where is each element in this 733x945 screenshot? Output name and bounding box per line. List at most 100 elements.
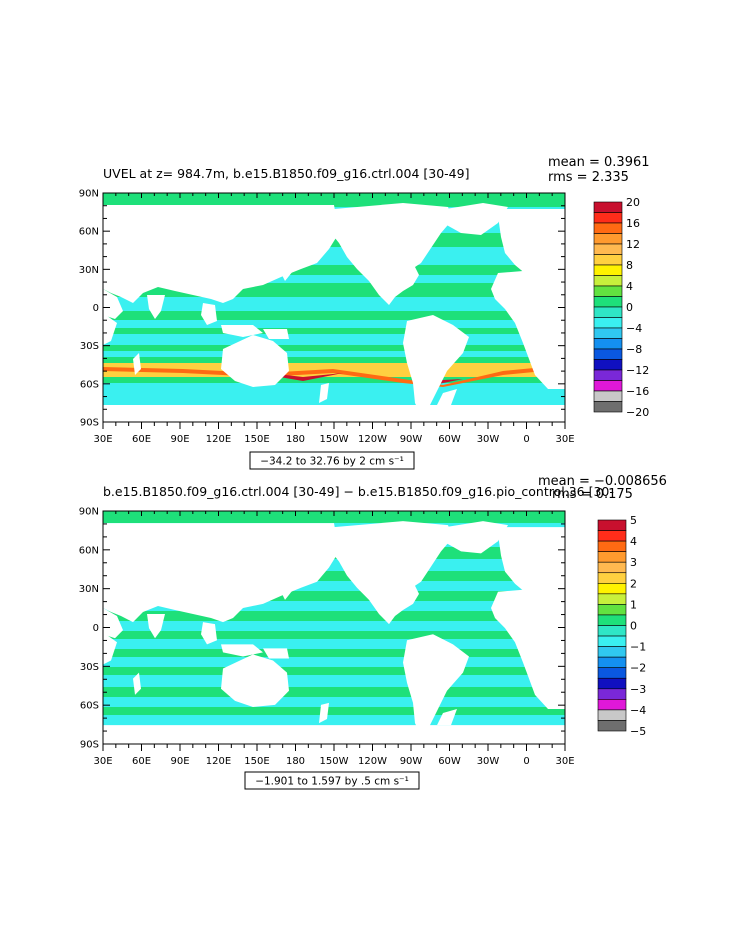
colorbar-label: 3 (630, 556, 637, 569)
rms-value: rms = 2.335 (548, 170, 629, 185)
lat-tick-label: 30N (79, 265, 99, 276)
colorbar-swatch (597, 646, 627, 658)
panel-top: UVEL at z= 984.7m, b.e15.B1850.f09_g16.c… (79, 155, 650, 470)
lat-tick-label: 90N (79, 189, 99, 200)
colorbar-swatch (593, 201, 623, 213)
lon-tick-label: 0 (523, 434, 529, 445)
colorbar-swatch (593, 222, 623, 234)
colorbar-label: 5 (630, 514, 637, 527)
colorbar-swatch (593, 285, 623, 297)
lon-tick-label: 60W (438, 756, 461, 767)
colorbar-label: −2 (630, 662, 646, 675)
colorbar-swatch (597, 582, 627, 595)
colorbar-label: −4 (630, 704, 646, 717)
colorbar-label: 1 (630, 598, 637, 611)
colorbar-swatch (593, 296, 623, 308)
lon-tick-label: 60W (438, 434, 461, 445)
colorbar-swatch (593, 306, 623, 318)
range-box: −34.2 to 32.76 by 2 cm s⁻¹ (249, 451, 415, 470)
colorbar-swatch (597, 614, 627, 626)
lon-tick-label: 60E (132, 434, 151, 445)
colorbar-swatch (593, 264, 623, 276)
colorbar-label: −5 (630, 725, 646, 738)
colorbar-label: −12 (626, 364, 649, 377)
colorbar-swatch (593, 338, 623, 350)
colorbar-swatch (593, 369, 623, 381)
lat-tick-label: 90S (80, 740, 99, 751)
lon-tick-label: 120W (358, 434, 387, 445)
map-field (103, 511, 565, 744)
map-axes: 90N 60N 30N 0 30S 60S 90S 30E 60E 90E 120E 150E 180 1… (79, 189, 575, 446)
colorbar-swatch (597, 635, 627, 647)
lon-tick-label: 30E (93, 756, 112, 767)
lat-tick-label: 30N (79, 584, 99, 595)
lat-tick-label: 60S (80, 701, 99, 712)
colorbar-swatch (597, 551, 627, 563)
lon-tick-label: 150W (320, 434, 349, 445)
lat-tick-label: 90S (80, 418, 99, 429)
colorbar-label: −8 (626, 343, 642, 356)
lon-tick-label: 60E (132, 756, 151, 767)
colorbar-swatch (597, 530, 627, 542)
colorbar-label: −3 (630, 683, 646, 696)
colorbar-swatch (593, 212, 623, 224)
lat-tick-label: 90N (79, 507, 99, 518)
range-label: −1.901 to 1.597 by .5 cm s⁻¹ (255, 776, 409, 788)
colorbar-label: 16 (626, 217, 640, 230)
lat-tick-label: 60N (79, 545, 99, 556)
lon-tick-label: 120E (206, 756, 231, 767)
lon-tick-label: 120E (206, 434, 231, 445)
mean-value: mean = 0.3961 (548, 155, 650, 170)
colorbar-label: −16 (626, 385, 649, 398)
colorbar-swatch (593, 327, 623, 339)
colorbar-swatch (597, 625, 627, 637)
colorbar-label: 0 (630, 620, 637, 633)
colorbar-swatch (593, 401, 623, 413)
colorbar-swatch (593, 243, 623, 255)
mean-value: mean = −0.008656 (538, 474, 667, 489)
colorbar-swatch (597, 519, 627, 531)
colorbar-swatch (593, 390, 623, 402)
colorbar: 20 16 12 8 4 0 −4 −8 −12 −16 −20 (593, 196, 649, 419)
map-axes: 90N 60N 30N 0 30S 60S 90S 30E 60E 90E 120E 150E 180 1… (79, 507, 575, 768)
colorbar-label: 4 (630, 535, 637, 548)
lat-tick-label: 30S (80, 662, 99, 673)
colorbar-label: −1 (630, 641, 646, 654)
colorbar-swatch (593, 317, 623, 329)
colorbar-label: 0 (626, 301, 633, 314)
colorbar-swatch (593, 275, 623, 287)
colorbar-label: 4 (626, 280, 633, 293)
colorbar-swatch (597, 540, 627, 552)
panel-bottom: b.e15.B1850.f09_g16.ctrl.004 [30-49] − b… (79, 474, 667, 790)
colorbar-swatch (593, 380, 623, 392)
lat-tick-label: 0 (93, 303, 99, 314)
lon-tick-label: 30E (555, 434, 574, 445)
lon-tick-label: 150W (320, 756, 349, 767)
lon-tick-label: 90E (170, 756, 189, 767)
colorbar-swatch (593, 348, 623, 360)
colorbar-swatch (597, 699, 627, 711)
colorbar-swatch (597, 593, 627, 605)
lon-tick-label: 120W (358, 756, 387, 767)
colorbar-label: 2 (630, 577, 637, 590)
colorbar-swatch (593, 359, 623, 371)
map-field (103, 193, 565, 422)
lon-tick-label: 30E (93, 434, 112, 445)
lon-tick-label: 90W (400, 756, 423, 767)
lon-tick-label: 30W (477, 756, 500, 767)
colorbar-swatch (597, 709, 627, 721)
lon-tick-label: 90E (170, 434, 189, 445)
lon-tick-label: 90W (400, 434, 423, 445)
colorbar-label: 8 (626, 259, 633, 272)
lat-tick-label: 0 (93, 623, 99, 634)
rms-value: rms = 0.175 (552, 487, 633, 502)
colorbar-swatch (593, 233, 623, 245)
colorbar-swatch (597, 572, 627, 584)
lat-tick-label: 60S (80, 379, 99, 390)
lon-tick-label: 150E (244, 756, 269, 767)
colorbar-swatch (597, 604, 627, 616)
colorbar-swatch (597, 688, 627, 700)
colorbar-label: −4 (626, 322, 642, 335)
lon-tick-label: 150E (244, 434, 269, 445)
